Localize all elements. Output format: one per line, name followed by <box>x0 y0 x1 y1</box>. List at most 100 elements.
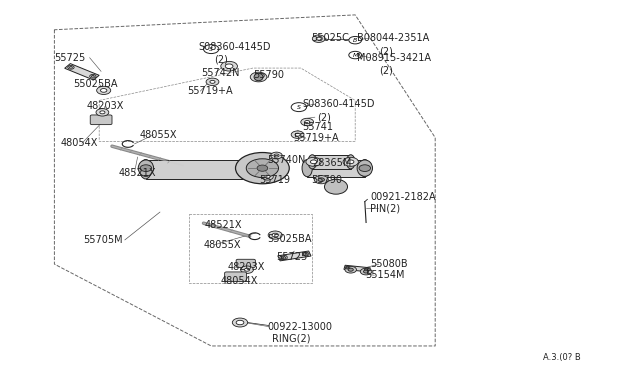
FancyBboxPatch shape <box>236 259 255 267</box>
Text: (2): (2) <box>214 55 228 64</box>
Circle shape <box>92 76 94 77</box>
Circle shape <box>364 270 369 273</box>
Ellipse shape <box>239 160 251 179</box>
Text: 48521X: 48521X <box>205 220 243 230</box>
Text: (2): (2) <box>379 66 393 76</box>
Circle shape <box>257 165 268 171</box>
Circle shape <box>206 78 219 86</box>
Polygon shape <box>307 160 365 177</box>
Circle shape <box>100 111 105 114</box>
FancyBboxPatch shape <box>225 272 246 282</box>
Text: B: B <box>353 38 357 43</box>
Circle shape <box>255 75 262 79</box>
Text: (2): (2) <box>379 46 393 56</box>
Circle shape <box>236 153 289 184</box>
Text: 55705M: 55705M <box>83 235 123 245</box>
Ellipse shape <box>308 155 317 169</box>
Circle shape <box>348 160 354 164</box>
Circle shape <box>140 165 152 171</box>
Circle shape <box>272 233 278 237</box>
Text: 55790: 55790 <box>311 175 342 185</box>
Circle shape <box>349 36 362 44</box>
Circle shape <box>348 268 353 271</box>
Circle shape <box>221 61 237 71</box>
Ellipse shape <box>360 160 370 177</box>
Text: 48054X: 48054X <box>221 276 258 286</box>
Text: 00922-13000: 00922-13000 <box>268 322 333 331</box>
Circle shape <box>241 266 253 273</box>
Text: M08915-3421A: M08915-3421A <box>357 53 431 62</box>
Circle shape <box>282 257 284 259</box>
Text: S08360-4145D: S08360-4145D <box>302 99 374 109</box>
Text: 55080B: 55080B <box>370 259 408 269</box>
Circle shape <box>210 80 215 83</box>
Circle shape <box>365 269 368 270</box>
Text: 55719+A: 55719+A <box>293 134 339 143</box>
Text: 55740N: 55740N <box>268 155 306 165</box>
Circle shape <box>364 268 369 271</box>
Text: 55790: 55790 <box>253 70 284 80</box>
Text: 55025BA: 55025BA <box>74 79 118 89</box>
Text: 48203X: 48203X <box>86 101 124 111</box>
Circle shape <box>291 131 304 138</box>
Circle shape <box>318 178 324 182</box>
Circle shape <box>280 256 285 259</box>
Text: PIN(2): PIN(2) <box>370 203 400 213</box>
Circle shape <box>204 45 219 54</box>
Circle shape <box>265 175 270 178</box>
Circle shape <box>225 64 233 68</box>
Text: 48203X: 48203X <box>227 263 264 272</box>
Circle shape <box>271 152 282 159</box>
Text: 55719: 55719 <box>259 176 290 185</box>
Polygon shape <box>312 155 351 169</box>
Circle shape <box>262 173 273 180</box>
Text: 48521X: 48521X <box>118 168 156 178</box>
Text: 55741: 55741 <box>302 122 333 132</box>
Text: 48054X: 48054X <box>61 138 98 148</box>
Text: S: S <box>209 46 213 52</box>
Circle shape <box>360 268 372 275</box>
Ellipse shape <box>254 73 263 81</box>
Text: 55025BA: 55025BA <box>268 234 312 244</box>
Circle shape <box>236 320 244 325</box>
Text: 48055X: 48055X <box>140 130 177 140</box>
Circle shape <box>232 318 248 327</box>
Circle shape <box>305 253 307 255</box>
Text: 55725: 55725 <box>276 252 308 262</box>
Circle shape <box>301 118 314 126</box>
Circle shape <box>345 266 350 269</box>
Circle shape <box>346 267 349 268</box>
Circle shape <box>314 176 328 184</box>
Text: S08360-4145D: S08360-4145D <box>198 42 271 51</box>
Ellipse shape <box>140 160 152 179</box>
Circle shape <box>316 37 321 40</box>
Circle shape <box>96 109 109 116</box>
Text: (2): (2) <box>317 112 331 122</box>
Text: 00921-2182A: 00921-2182A <box>370 192 436 202</box>
Text: B08044-2351A: B08044-2351A <box>357 33 429 43</box>
Ellipse shape <box>357 160 372 176</box>
Text: RING(2): RING(2) <box>272 334 310 343</box>
Circle shape <box>312 35 325 42</box>
Circle shape <box>246 159 278 177</box>
Circle shape <box>303 253 309 256</box>
Circle shape <box>70 67 72 68</box>
Circle shape <box>359 165 371 171</box>
Polygon shape <box>344 265 371 272</box>
Text: A.3.(0? B: A.3.(0? B <box>543 353 580 362</box>
Ellipse shape <box>138 160 154 176</box>
Polygon shape <box>146 160 245 179</box>
Text: 55025C: 55025C <box>312 33 349 43</box>
Text: 55154M: 55154M <box>365 270 404 280</box>
Text: M: M <box>353 52 358 58</box>
Ellipse shape <box>302 160 312 177</box>
Circle shape <box>68 65 74 69</box>
Circle shape <box>291 103 307 112</box>
Circle shape <box>345 266 356 273</box>
Text: 28365M: 28365M <box>312 158 352 167</box>
Text: 55742N: 55742N <box>202 68 240 77</box>
Circle shape <box>250 72 267 82</box>
Circle shape <box>295 133 300 136</box>
Polygon shape <box>278 251 311 261</box>
Polygon shape <box>65 64 99 80</box>
